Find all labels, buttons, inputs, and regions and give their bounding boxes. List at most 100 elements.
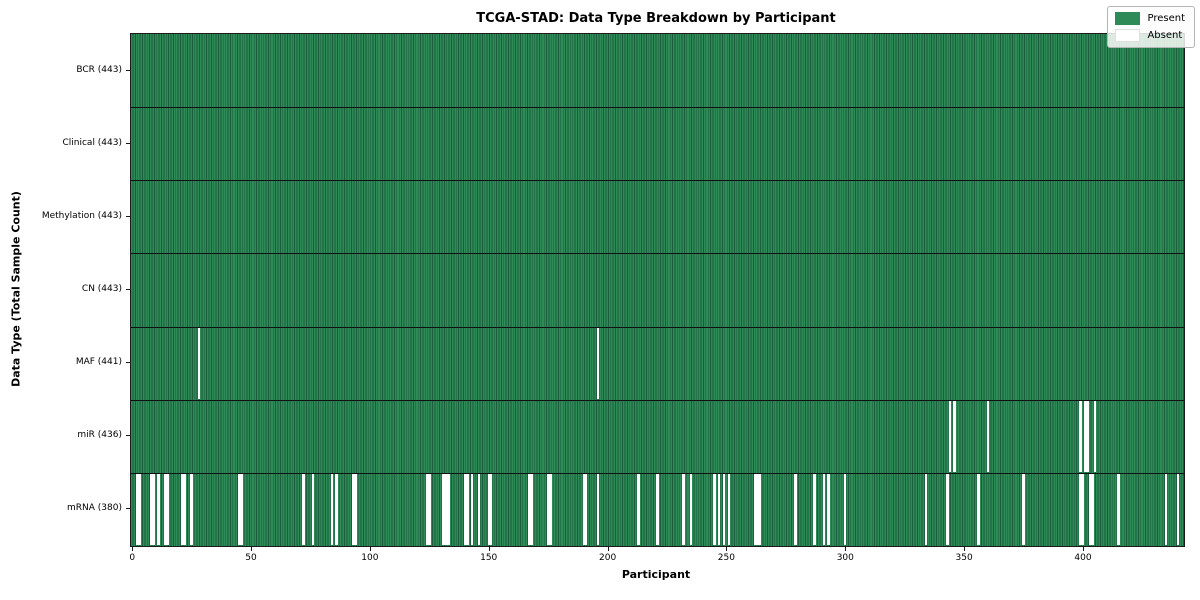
- legend-label-present: Present: [1147, 13, 1185, 24]
- absent-stripe: [1086, 400, 1089, 473]
- absent-stripe: [1176, 473, 1180, 546]
- absent-stripe: [582, 473, 585, 546]
- y-axis-label: Data Type (Total Sample Count): [9, 191, 23, 387]
- absent-stripe: [596, 473, 600, 546]
- absent-stripe: [164, 473, 167, 546]
- absent-stripe: [722, 473, 726, 546]
- absent-stripe: [428, 473, 431, 546]
- row-separator-line: [131, 472, 1184, 474]
- absent-stripe: [753, 473, 757, 546]
- absent-stripe: [656, 473, 659, 546]
- absent-stripe: [637, 473, 640, 546]
- absent-stripe: [425, 473, 429, 546]
- absent-stripe: [1081, 473, 1085, 546]
- legend-label-absent: Absent: [1147, 30, 1183, 41]
- absent-swatch-icon: [1115, 29, 1141, 42]
- absent-stripe: [953, 400, 956, 473]
- absent-stripe: [713, 473, 716, 546]
- absent-stripe: [240, 473, 243, 546]
- absent-stripe: [466, 473, 469, 546]
- absent-stripe: [183, 473, 186, 546]
- row-separator-line: [131, 399, 1184, 401]
- y-tick-label: Methylation (443): [41, 210, 122, 221]
- x-tick-mark: [251, 547, 252, 551]
- legend: Present Absent: [1107, 6, 1195, 48]
- x-tick-label: 300: [836, 553, 854, 563]
- absent-stripe: [166, 473, 170, 546]
- absent-stripe: [1117, 473, 1120, 546]
- absent-stripe: [794, 473, 797, 546]
- absent-stripe: [1164, 473, 1168, 546]
- absent-stripe: [190, 473, 193, 546]
- absent-stripe: [447, 473, 450, 546]
- x-tick-mark: [845, 547, 847, 551]
- x-tick-label: 150: [480, 553, 498, 563]
- y-tick-mark: [126, 69, 130, 71]
- absent-stripe: [822, 473, 826, 546]
- absent-stripe: [237, 473, 241, 546]
- absent-stripe: [584, 473, 588, 546]
- absent-stripe: [478, 473, 481, 546]
- absent-stripe: [311, 473, 315, 546]
- legend-entry-absent: Absent: [1115, 29, 1185, 42]
- y-tick-label: miR (436): [77, 430, 122, 441]
- x-axis-label: Participant: [621, 568, 691, 581]
- absent-stripe: [1022, 473, 1025, 546]
- absent-stripe: [463, 473, 467, 546]
- absent-stripe: [444, 473, 448, 546]
- absent-stripe: [152, 473, 155, 546]
- absent-stripe: [330, 473, 334, 546]
- absent-stripe: [442, 473, 445, 546]
- absent-stripe: [1093, 400, 1097, 473]
- x-tick-label: 350: [955, 553, 973, 563]
- x-tick-mark: [726, 547, 728, 551]
- absent-stripe: [489, 473, 493, 546]
- x-tick-label: 200: [599, 553, 617, 563]
- absent-stripe: [758, 473, 761, 546]
- absent-stripe: [844, 473, 847, 546]
- absent-stripe: [549, 473, 552, 546]
- y-tick-label: MAF (441): [75, 357, 122, 368]
- y-tick-mark: [126, 435, 130, 437]
- x-tick-label: 0: [129, 553, 136, 563]
- absent-stripe: [487, 473, 490, 546]
- absent-stripe: [530, 473, 533, 546]
- absent-stripe: [813, 473, 816, 546]
- y-tick-mark: [126, 142, 130, 144]
- x-tick-mark: [132, 547, 134, 551]
- x-tick-label: 250: [717, 553, 735, 563]
- absent-stripe: [197, 327, 200, 400]
- absent-stripe: [689, 473, 692, 546]
- x-tick-mark: [369, 547, 371, 551]
- absent-stripe: [977, 473, 980, 546]
- y-tick-mark: [126, 289, 130, 290]
- x-tick-mark: [607, 547, 609, 551]
- absent-stripe: [1079, 473, 1082, 546]
- chart-title: TCGA-STAD: Data Type Breakdown by Partic…: [476, 11, 836, 26]
- absent-stripe: [986, 400, 990, 473]
- absent-stripe: [948, 400, 952, 473]
- absent-stripe: [756, 473, 759, 546]
- present-swatch-icon: [1115, 12, 1141, 25]
- absent-stripe: [827, 473, 830, 546]
- row-separator-line: [131, 253, 1184, 255]
- y-tick-label: mRNA (380): [67, 503, 122, 514]
- absent-stripe: [718, 473, 721, 546]
- absent-stripe: [946, 473, 949, 546]
- absent-stripe: [682, 473, 685, 546]
- absent-stripe: [150, 473, 153, 546]
- absent-stripe: [527, 473, 531, 546]
- absent-stripe: [924, 473, 928, 546]
- absent-stripe: [470, 473, 474, 546]
- absent-stripe: [335, 473, 338, 546]
- y-tick-label: BCR (443): [76, 64, 122, 75]
- row-separator-line: [131, 107, 1184, 109]
- absent-stripe: [1084, 400, 1087, 473]
- absent-stripe: [1091, 473, 1094, 546]
- absent-stripe: [302, 473, 305, 546]
- legend-entry-present: Present: [1115, 12, 1185, 25]
- y-tick-mark: [126, 508, 130, 510]
- absent-stripe: [596, 327, 600, 400]
- x-tick-mark: [488, 547, 490, 551]
